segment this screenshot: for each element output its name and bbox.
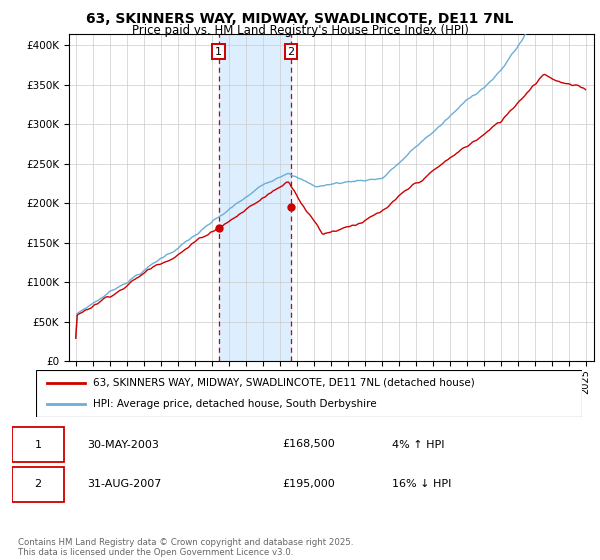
Text: £195,000: £195,000	[283, 479, 335, 489]
Text: 2: 2	[34, 479, 41, 489]
FancyBboxPatch shape	[12, 467, 64, 502]
Bar	[218, 34, 291, 361]
Text: £168,500: £168,500	[283, 440, 335, 450]
FancyBboxPatch shape	[12, 427, 64, 462]
FancyBboxPatch shape	[36, 370, 582, 417]
Text: HPI: Average price, detached house, South Derbyshire: HPI: Average price, detached house, Sout…	[94, 399, 377, 409]
Text: Contains HM Land Registry data © Crown copyright and database right 2025.
This d: Contains HM Land Registry data © Crown c…	[18, 538, 353, 557]
Text: Price paid vs. HM Land Registry's House Price Index (HPI): Price paid vs. HM Land Registry's House …	[131, 24, 469, 36]
Text: 16% ↓ HPI: 16% ↓ HPI	[392, 479, 452, 489]
Text: 2: 2	[287, 46, 295, 57]
Text: 1: 1	[215, 46, 222, 57]
Text: 4% ↑ HPI: 4% ↑ HPI	[392, 440, 445, 450]
Text: 30-MAY-2003: 30-MAY-2003	[87, 440, 159, 450]
Text: 63, SKINNERS WAY, MIDWAY, SWADLINCOTE, DE11 7NL: 63, SKINNERS WAY, MIDWAY, SWADLINCOTE, D…	[86, 12, 514, 26]
Text: 63, SKINNERS WAY, MIDWAY, SWADLINCOTE, DE11 7NL (detached house): 63, SKINNERS WAY, MIDWAY, SWADLINCOTE, D…	[94, 378, 475, 388]
Text: 31-AUG-2007: 31-AUG-2007	[87, 479, 161, 489]
Text: 1: 1	[34, 440, 41, 450]
